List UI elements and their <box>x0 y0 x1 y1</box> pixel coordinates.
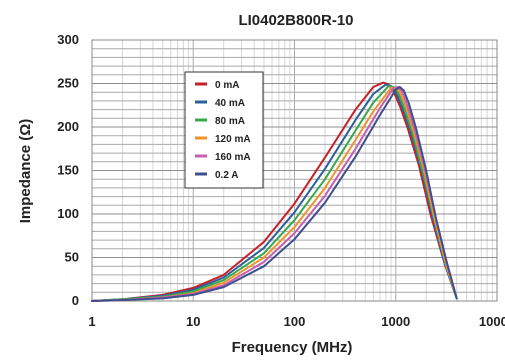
chart-title: LI0402B800R-10 <box>238 12 353 29</box>
plot-grid <box>91 39 497 302</box>
x-tick-labels: 1 10 100 1000 10000 <box>88 314 505 329</box>
x-tick-label: 100 <box>284 314 306 329</box>
x-tick-label: 10000 <box>479 314 505 329</box>
x-axis-label: Frequency (MHz) <box>232 339 353 356</box>
y-tick-label: 300 <box>57 32 79 47</box>
legend-box <box>184 71 264 189</box>
series-line-0-2-a <box>91 86 458 302</box>
series-line-80-ma <box>91 85 458 302</box>
y-tick-label: 100 <box>57 206 79 221</box>
y-tick-label: 200 <box>57 119 79 134</box>
y-tick-label: 50 <box>65 250 79 265</box>
legend-label: 0.2 A <box>215 170 239 181</box>
series-line-40-ma <box>91 83 458 302</box>
legend-label: 160 mA <box>215 152 251 163</box>
y-axis-label: Impedance (Ω) <box>17 119 34 224</box>
x-tick-label: 10 <box>186 314 200 329</box>
series-line-160-ma <box>91 86 458 302</box>
series-line-0-ma <box>91 81 458 302</box>
y-tick-label: 250 <box>57 76 79 91</box>
x-tick-label: 1000 <box>381 314 410 329</box>
x-tick-label: 1 <box>88 314 95 329</box>
legend-label: 0 mA <box>215 80 239 91</box>
legend-label: 120 mA <box>215 134 251 145</box>
series-lines <box>91 81 458 302</box>
y-tick-label: 0 <box>72 293 79 308</box>
legend-label: 40 mA <box>215 98 245 109</box>
series-line-120-ma <box>91 86 458 302</box>
plot-area-frame <box>91 39 498 302</box>
legend: 0 mA 40 mA 80 mA 120 mA 160 mA 0.2 A <box>184 71 264 189</box>
legend-label: 80 mA <box>215 116 245 127</box>
y-tick-label: 150 <box>57 163 79 178</box>
y-tick-labels: 0 50 100 150 200 250 300 <box>57 32 79 308</box>
